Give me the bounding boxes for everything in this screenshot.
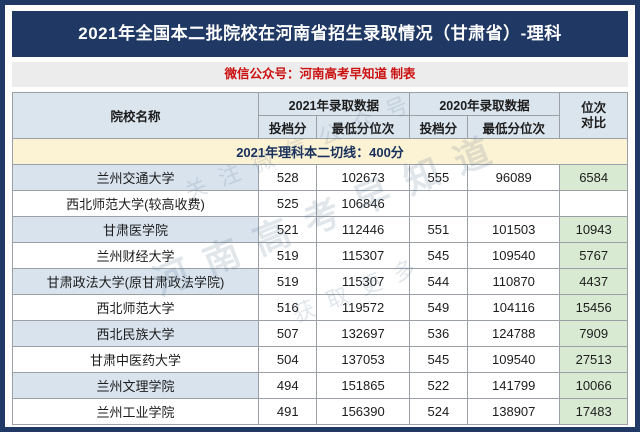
college-name: 甘肃政法大学(原甘肃政法学院) [12,268,259,295]
rank-diff: 10066 [559,372,628,399]
rank-2020: 96089 [467,164,561,191]
college-name: 西北师范大学(较高收费) [12,190,259,217]
wechat-credit-line: 微信公众号：河南高考早知道 制表 [12,62,628,87]
score-2021: 507 [257,320,318,347]
table-row: 甘肃政法大学(原甘肃政法学院) 519 115307 544 110870 44… [12,268,628,295]
rank-2021: 115307 [316,268,410,295]
rank-2020: 109540 [467,242,561,269]
score-2020: 545 [408,346,469,373]
rank-2021: 151865 [316,372,410,399]
rank-diff: 17483 [559,398,628,425]
rank-2020: 138907 [467,398,561,425]
rank-2020: 141799 [467,372,561,399]
score-2020: 544 [408,268,469,295]
rank-2020: 104116 [467,294,561,321]
cutline-row: 2021年理科本二切线：400分 [12,138,628,165]
admission-table: 院校名称 2021年录取数据 2020年录取数据 位次 对比 投档分 最低分位次… [12,92,628,425]
table-row: 兰州文理学院 494 151865 522 141799 10066 [12,372,628,399]
table-row: 西北师范大学(较高收费) 525 106846 [12,190,628,217]
rank-2020: 101503 [467,216,561,243]
score-2020: 549 [408,294,469,321]
table-row: 兰州财经大学 519 115307 545 109540 5767 [12,242,628,269]
rank-2021: 137053 [316,346,410,373]
header-score-2021: 投档分 [257,115,318,139]
score-2020 [408,190,469,217]
table-header: 院校名称 2021年录取数据 2020年录取数据 位次 对比 投档分 最低分位次… [12,92,628,139]
page-title: 2021年全国本二批院校在河南省招生录取情况（甘肃省）-理科 [12,11,628,57]
score-2020: 545 [408,242,469,269]
score-2021: 519 [257,242,318,269]
table-row: 西北师范大学 516 119572 549 104116 15456 [12,294,628,321]
score-2020: 536 [408,320,469,347]
college-name: 兰州财经大学 [12,242,259,269]
score-2020: 551 [408,216,469,243]
table-row: 甘肃中医药大学 504 137053 545 109540 27513 [12,346,628,373]
header-min-rank-2020: 最低分位次 [467,115,561,139]
college-name: 甘肃医学院 [12,216,259,243]
rank-2021: 156390 [316,398,410,425]
rank-diff: 27513 [559,346,628,373]
header-min-rank-2021: 最低分位次 [316,115,410,139]
rank-diff: 6584 [559,164,628,191]
header-group-2021: 2021年录取数据 [258,92,410,116]
rank-diff: 10943 [559,216,628,243]
table-row: 兰州工业学院 491 156390 524 138907 17483 [12,398,628,425]
score-2021: 504 [257,346,318,373]
score-2021: 521 [257,216,318,243]
rank-2020: 109540 [467,346,561,373]
college-name: 甘肃中医药大学 [12,346,259,373]
rank-2020: 110870 [467,268,561,295]
rank-2020 [467,190,561,217]
score-2020: 524 [408,398,469,425]
rank-2021: 115307 [316,242,410,269]
score-2021: 519 [257,268,318,295]
college-name: 兰州交通大学 [12,164,259,191]
score-2021: 516 [257,294,318,321]
header-college-name: 院校名称 [12,92,259,139]
college-name: 西北师范大学 [12,294,259,321]
rank-diff: 7909 [559,320,628,347]
score-2021: 525 [257,190,318,217]
rank-2021: 112446 [316,216,410,243]
college-name: 西北民族大学 [12,320,259,347]
rank-diff: 4437 [559,268,628,295]
rank-2020: 124788 [467,320,561,347]
header-group-2020: 2020年录取数据 [408,92,561,116]
rank-2021: 119572 [316,294,410,321]
header-rank-compare: 位次 对比 [559,92,628,139]
score-2021: 494 [257,372,318,399]
rank-diff: 15456 [559,294,628,321]
college-name: 兰州工业学院 [12,398,259,425]
college-name: 兰州文理学院 [12,372,259,399]
table-row: 西北民族大学 507 132697 536 124788 7909 [12,320,628,347]
rank-2021: 132697 [316,320,410,347]
header-score-2020: 投档分 [408,115,469,139]
score-2020: 555 [408,164,469,191]
rank-diff [559,190,628,217]
table-row: 兰州交通大学 528 102673 555 96089 6584 [12,164,628,191]
score-2020: 522 [408,372,469,399]
rank-2021: 102673 [316,164,410,191]
score-2021: 491 [257,398,318,425]
score-2021: 528 [257,164,318,191]
rank-diff: 5767 [559,242,628,269]
cutline-text: 2021年理科本二切线：400分 [12,138,628,165]
rank-2021: 106846 [316,190,410,217]
table-row: 甘肃医学院 521 112446 551 101503 10943 [12,216,628,243]
